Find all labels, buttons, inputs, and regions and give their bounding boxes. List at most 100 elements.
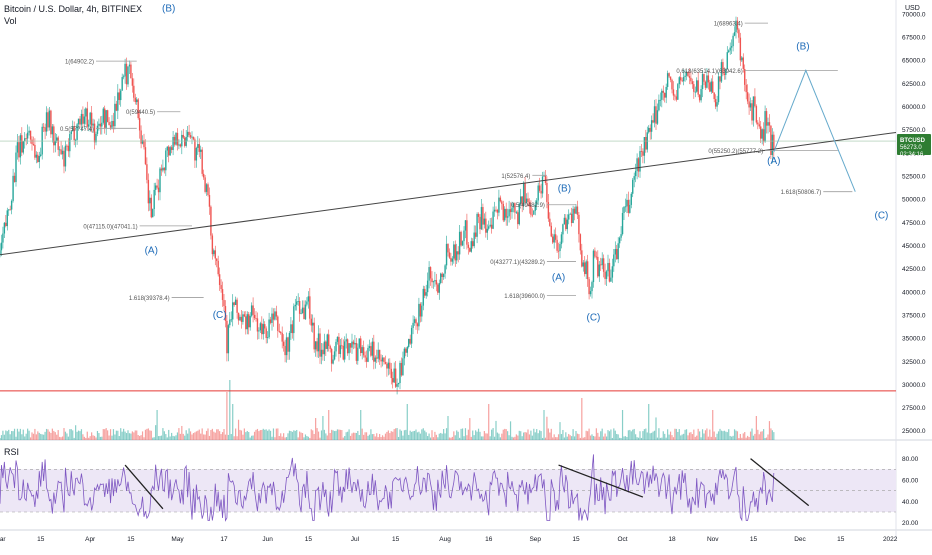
candle bbox=[584, 262, 586, 275]
volume-bar bbox=[95, 437, 97, 440]
candle bbox=[697, 80, 699, 95]
volume-bar bbox=[59, 436, 61, 440]
volume-bar bbox=[648, 404, 650, 440]
candle bbox=[317, 333, 320, 352]
candle bbox=[362, 347, 365, 356]
volume-bar bbox=[201, 428, 203, 440]
candle bbox=[176, 132, 179, 146]
volume-bar bbox=[505, 429, 507, 440]
candle bbox=[237, 312, 240, 321]
volume-bar bbox=[216, 429, 218, 440]
fib-level-label: 0(43277.1)(43289.2) bbox=[490, 260, 545, 266]
candle bbox=[413, 319, 416, 323]
candle bbox=[613, 254, 615, 267]
volume-bar bbox=[621, 410, 624, 440]
candle bbox=[760, 126, 762, 139]
volume-bar bbox=[229, 380, 231, 440]
volume-bar bbox=[70, 429, 72, 440]
candle bbox=[490, 224, 493, 229]
candle bbox=[399, 362, 401, 384]
candle bbox=[693, 84, 695, 92]
volume-bar bbox=[677, 431, 679, 440]
candle bbox=[771, 134, 774, 156]
volume-bar bbox=[98, 433, 100, 440]
volume-bar bbox=[745, 437, 747, 440]
volume-bar bbox=[60, 437, 62, 440]
candle bbox=[719, 76, 721, 82]
volume-bar bbox=[173, 436, 176, 440]
candle bbox=[204, 177, 206, 192]
candle bbox=[169, 147, 171, 156]
candle bbox=[464, 220, 467, 231]
candle bbox=[18, 142, 20, 158]
volume-bar bbox=[485, 433, 487, 440]
x-tick-label: Aug bbox=[439, 536, 451, 543]
volume-bar bbox=[587, 431, 589, 440]
volume-bar bbox=[335, 430, 337, 440]
volume-bar bbox=[121, 431, 123, 440]
candle bbox=[598, 264, 600, 277]
candle bbox=[307, 296, 310, 302]
volume-bar bbox=[265, 429, 267, 440]
volume-bar bbox=[616, 433, 618, 440]
candle bbox=[243, 314, 246, 317]
y-tick-label: 25000.0 bbox=[902, 428, 926, 435]
candle bbox=[143, 140, 145, 148]
volume-bar bbox=[355, 433, 357, 440]
candle bbox=[645, 137, 647, 150]
volume-bar bbox=[662, 431, 664, 440]
candle bbox=[476, 213, 478, 237]
candle bbox=[518, 203, 520, 225]
x-tick-label: Jul bbox=[351, 536, 360, 543]
y-tick-label: 42500.0 bbox=[902, 266, 926, 273]
volume-bar bbox=[293, 430, 295, 440]
volume-bar bbox=[562, 429, 564, 440]
volume-bar bbox=[315, 418, 317, 440]
volume-bar bbox=[480, 436, 483, 440]
candle bbox=[312, 322, 314, 326]
candle bbox=[226, 320, 228, 354]
volume-bar bbox=[312, 430, 314, 440]
candle bbox=[626, 199, 628, 207]
volume-bar bbox=[115, 430, 117, 440]
volume-bar bbox=[41, 434, 43, 440]
candle bbox=[130, 64, 132, 79]
volume-bar bbox=[168, 429, 170, 440]
candle bbox=[236, 299, 238, 313]
candle bbox=[461, 241, 464, 246]
candle bbox=[749, 103, 752, 108]
volume-bar bbox=[306, 435, 308, 440]
volume-bar bbox=[768, 421, 771, 440]
volume-bar bbox=[310, 429, 312, 440]
volume-bar bbox=[672, 437, 675, 440]
fib-level-label: 1(64902.2) bbox=[65, 60, 94, 66]
candle bbox=[450, 257, 452, 262]
volume-bar bbox=[54, 432, 56, 440]
x-tick-label: 15 bbox=[837, 536, 845, 543]
candle bbox=[418, 303, 420, 327]
x-tick-label: 15 bbox=[392, 536, 400, 543]
candle bbox=[633, 176, 635, 180]
candle bbox=[437, 284, 439, 293]
volume-bar bbox=[706, 428, 708, 440]
volume-bar bbox=[584, 437, 586, 440]
volume-bar bbox=[422, 428, 424, 440]
candle bbox=[364, 355, 366, 358]
volume-bar bbox=[253, 431, 256, 440]
volume-bar bbox=[12, 431, 14, 440]
volume-bar bbox=[502, 429, 504, 440]
volume-bar bbox=[528, 434, 531, 440]
candle bbox=[262, 324, 264, 335]
volume-bar bbox=[290, 430, 292, 440]
candle bbox=[170, 147, 173, 150]
candle bbox=[691, 81, 694, 85]
candle bbox=[202, 173, 205, 178]
volume-bar bbox=[368, 434, 371, 440]
candle bbox=[98, 123, 100, 126]
volume-bar bbox=[128, 433, 131, 440]
candle bbox=[345, 339, 347, 342]
x-tick-label: 15 bbox=[572, 536, 580, 543]
volume-bar bbox=[508, 435, 510, 440]
